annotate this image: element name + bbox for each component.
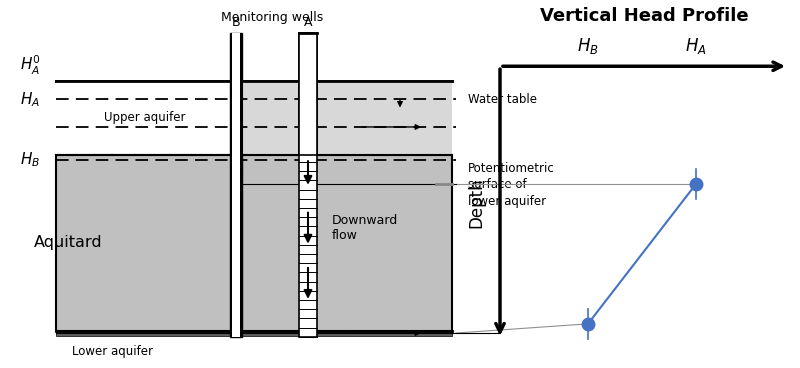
Text: $H_A$: $H_A$ (20, 90, 40, 109)
Text: Monitoring wells: Monitoring wells (221, 11, 323, 24)
Text: Potentiometric: Potentiometric (468, 162, 554, 175)
Bar (56, 81, 452, 155)
Text: Depth: Depth (467, 177, 485, 228)
Text: $H_A^0$: $H_A^0$ (20, 54, 41, 77)
Text: Lower aquifer: Lower aquifer (72, 345, 153, 358)
Bar (299, 33, 317, 337)
Bar (230, 33, 242, 337)
Bar (299, 33, 317, 155)
Text: surface of: surface of (468, 177, 526, 191)
Text: lower aquifer: lower aquifer (468, 195, 546, 208)
Text: Vertical Head Profile: Vertical Head Profile (540, 7, 748, 25)
Bar (232, 33, 240, 337)
Text: $H_B$: $H_B$ (577, 36, 599, 56)
Text: Aquitard: Aquitard (34, 236, 102, 250)
Text: Downward
flow: Downward flow (332, 214, 398, 242)
Text: $H_B$: $H_B$ (20, 151, 40, 169)
Text: Upper aquifer: Upper aquifer (104, 111, 186, 124)
Text: Water table: Water table (468, 93, 537, 106)
Bar (56, 155, 452, 331)
Bar (244, 81, 452, 155)
Text: B: B (232, 17, 240, 29)
Bar (56, 331, 452, 336)
Text: $H_A$: $H_A$ (685, 36, 707, 56)
Text: A: A (304, 17, 312, 29)
